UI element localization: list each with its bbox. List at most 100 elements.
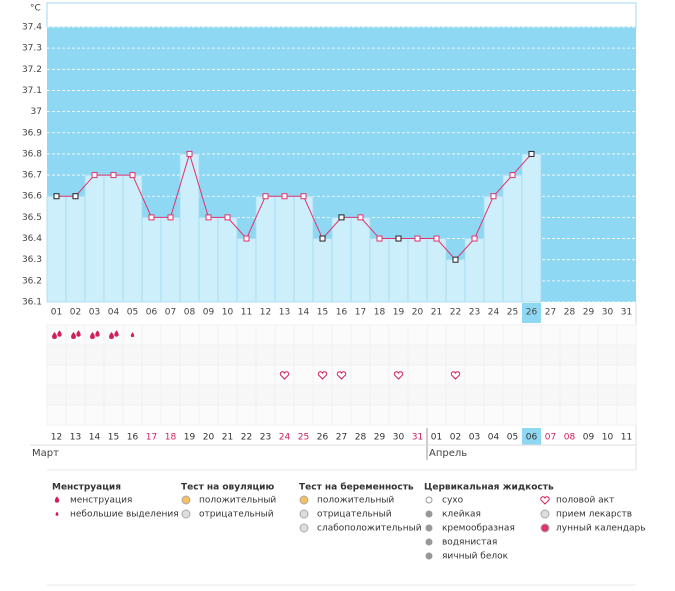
date-label: 17: [146, 433, 157, 443]
cell: [540, 404, 561, 426]
date-label: 30: [393, 433, 405, 443]
cell: [103, 404, 124, 426]
cell: [407, 404, 428, 426]
cell: [369, 324, 390, 346]
y-tick-label: 37.2: [22, 65, 42, 75]
x-tick-label: 26: [526, 308, 538, 318]
x-tick-label: 25: [507, 308, 518, 318]
cell: [141, 384, 162, 406]
date-label: 28: [355, 433, 367, 443]
date-label: 27: [336, 433, 347, 443]
cell: [331, 404, 352, 426]
cell: [141, 324, 162, 346]
point: [528, 150, 535, 157]
cell: [578, 384, 599, 406]
date-label: 01: [431, 433, 442, 443]
cell: [293, 364, 314, 386]
legend-icon: [425, 552, 433, 560]
date-label: 08: [564, 433, 576, 443]
point: [471, 235, 478, 242]
cell: [46, 344, 67, 366]
date-label: 07: [545, 433, 556, 443]
point: [433, 235, 440, 242]
legend-title: Цервикальная жидкость: [424, 483, 554, 493]
cell: [274, 384, 295, 406]
column: [407, 238, 428, 303]
x-tick-label: 29: [583, 308, 595, 318]
x-tick-label: 15: [317, 308, 328, 318]
date-label: 10: [602, 433, 614, 443]
intercourse-icon: [450, 371, 461, 380]
cell: [350, 324, 371, 346]
point: [338, 214, 345, 221]
cell: [483, 324, 504, 346]
cell: [521, 364, 542, 386]
legend-item: положительный: [317, 496, 394, 506]
cell: [236, 344, 257, 366]
cell: [445, 344, 466, 366]
cell: [407, 364, 428, 386]
column: [160, 216, 181, 303]
y-tick-label: 36.5: [22, 213, 42, 223]
cell: [236, 324, 257, 346]
legend-item: половой акт: [556, 496, 614, 506]
cell: [445, 384, 466, 406]
cell: [65, 364, 86, 386]
column: [445, 259, 466, 303]
legend-item: небольшие выделения: [70, 510, 179, 520]
cell: [141, 404, 162, 426]
column: [464, 238, 485, 303]
legend-title: Тест на овуляцию: [181, 483, 274, 493]
cell: [350, 364, 371, 386]
date-label: 26: [317, 433, 329, 443]
cell: [46, 364, 67, 386]
x-tick-label: 27: [545, 308, 556, 318]
date-label: 13: [70, 433, 81, 443]
cell: [198, 344, 219, 366]
date-label: 24: [279, 433, 291, 443]
point: [509, 172, 516, 179]
cell: [388, 344, 409, 366]
cell: [65, 384, 86, 406]
cell: [198, 384, 219, 406]
cell: [502, 344, 523, 366]
cell: [540, 344, 561, 366]
date-label: 31: [412, 433, 423, 443]
cell: [578, 344, 599, 366]
cell: [464, 324, 485, 346]
column: [236, 238, 257, 303]
intercourse-icon: [393, 371, 404, 380]
x-tick-label: 07: [165, 308, 176, 318]
legend-item: слабоположительный: [317, 524, 422, 534]
cell: [597, 404, 618, 426]
today-date-highlight: [522, 428, 541, 445]
legend-icon: [181, 509, 191, 519]
point: [357, 214, 364, 221]
cell: [46, 384, 67, 406]
intercourse-icon: [317, 371, 328, 380]
legend-title: Тест на беременность: [299, 482, 414, 493]
cell: [103, 384, 124, 406]
cell: [597, 324, 618, 346]
cell: [483, 404, 504, 426]
date-label: 02: [450, 433, 461, 443]
date-label: 21: [222, 433, 233, 443]
legend-icon: [425, 538, 433, 546]
cell: [198, 324, 219, 346]
column: [502, 174, 523, 303]
cell: [217, 364, 238, 386]
cell: [388, 324, 409, 346]
cell: [84, 324, 105, 346]
cell: [521, 404, 542, 426]
x-tick-label: 17: [355, 308, 366, 318]
cell: [179, 344, 200, 366]
legend-item: водянистая: [442, 538, 497, 548]
cell: [103, 344, 124, 366]
date-label: 16: [127, 433, 139, 443]
cell: [331, 384, 352, 406]
cell: [597, 344, 618, 366]
cell: [426, 344, 447, 366]
cell: [483, 384, 504, 406]
cell: [236, 364, 257, 386]
